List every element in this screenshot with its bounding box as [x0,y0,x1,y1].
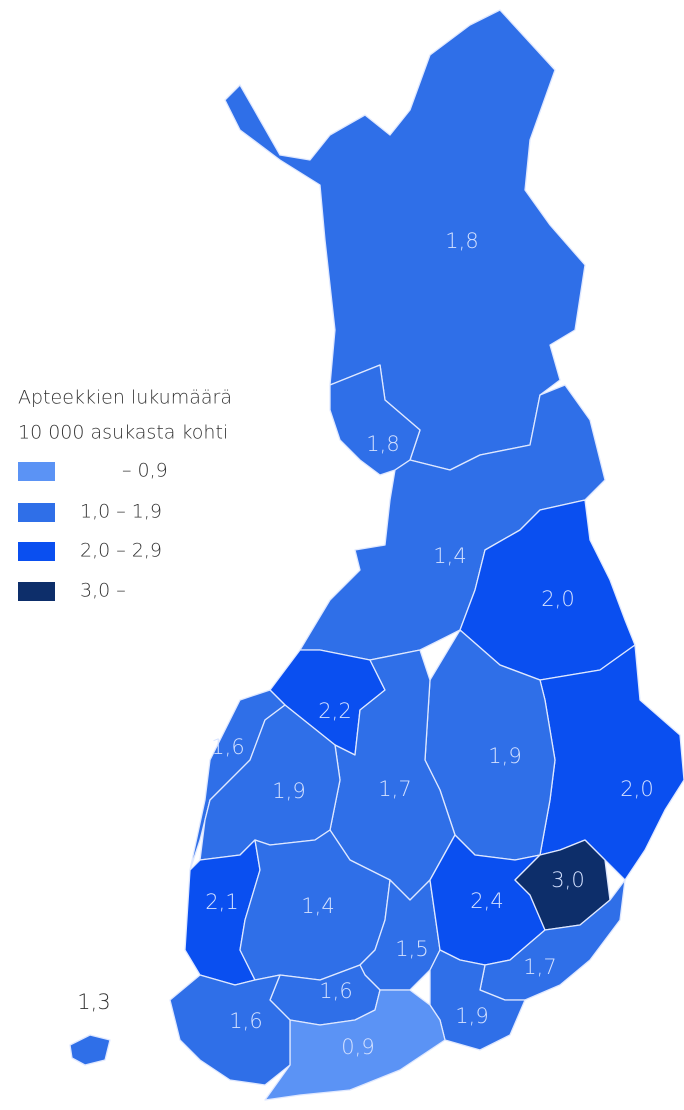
region-label: 2,0 [541,587,574,611]
region-label: 1,3 [77,990,110,1014]
region-label: 1,9 [455,1004,488,1028]
region [514,839,611,931]
legend-label: 3,0 – [80,580,126,602]
region-label: 1,9 [272,779,305,803]
legend-title: 10 000 asukasta kohti [18,422,228,444]
region-label: 1,4 [433,544,466,568]
region-label: 1,8 [366,432,399,456]
region-label: 3,0 [551,868,584,892]
legend-title: Apteekkien lukumäärä [18,387,232,409]
region-label: 1,6 [211,735,244,759]
region-label: 2,4 [470,889,503,913]
region-label: 1,6 [229,1009,262,1033]
legend-swatch [18,542,55,561]
region [169,974,291,1086]
labels: 1,8 1,8 1,4 2,0 2,0 1,9 2,2 1,7 1,6 1,9 2,1 1,4 1,5 2… [77,229,653,1059]
region-label: 1,8 [445,229,478,253]
region-label: 1,7 [523,955,556,979]
region-label: 1,9 [488,744,521,768]
legend: – 0,9 1,0 – 1,9 2,0 – 2,9 3,0 – [18,460,168,602]
legend-swatch [18,462,55,481]
legend-swatch [18,582,55,601]
region-label: 1,4 [301,894,334,918]
legend-label: – 0,9 [122,460,168,482]
region [539,644,684,881]
region-label: 1,6 [319,979,352,1003]
region [69,1034,111,1066]
region-label: 1,7 [378,777,411,801]
region-label: 2,2 [318,699,351,723]
region-label: 2,0 [620,777,653,801]
regions [69,9,684,1101]
legend-label: 2,0 – 2,9 [80,540,162,562]
legend-swatch [18,503,55,522]
region [264,989,446,1101]
region-label: 1,5 [395,937,428,961]
region-label: 2,1 [205,890,238,914]
region-label: 0,9 [341,1035,374,1059]
legend-label: 1,0 – 1,9 [80,501,162,523]
region [224,9,586,471]
